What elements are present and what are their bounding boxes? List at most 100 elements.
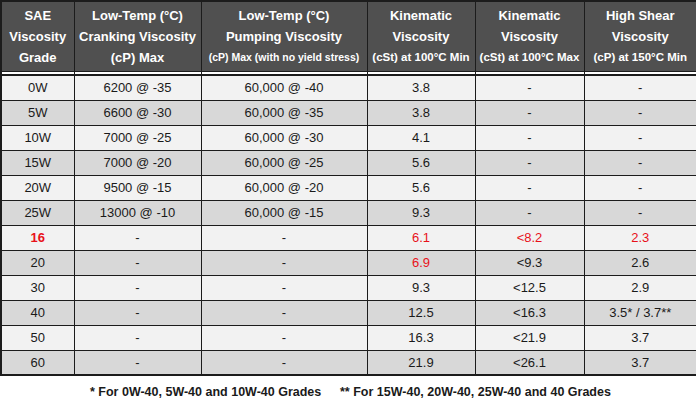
value-cell: 9.3: [367, 200, 475, 225]
grade-cell: 50: [1, 325, 74, 350]
value-cell: 13000 @ -10: [74, 200, 201, 225]
value-cell: 60,000 @ -15: [201, 200, 367, 225]
header-line: Kinematic: [369, 5, 474, 26]
grade-cell: 15W: [1, 150, 74, 175]
value-cell: -: [201, 250, 367, 275]
header-cell: KinematicViscosity(cSt) at 100°C Max: [475, 1, 584, 71]
value-cell: -: [201, 350, 367, 375]
value-cell: -: [584, 200, 696, 225]
header-line: Viscosity: [3, 26, 73, 47]
grade-cell: 40: [1, 300, 74, 325]
value-cell: -: [475, 75, 584, 100]
value-cell: 5.6: [367, 175, 475, 200]
header-line: Kinematic: [477, 5, 583, 26]
value-cell: 60,000 @ -25: [201, 150, 367, 175]
value-cell: 3.8: [367, 100, 475, 125]
header-line: Viscosity: [477, 26, 583, 47]
header-line: Grade: [3, 47, 73, 68]
value-cell: <21.9: [475, 325, 584, 350]
table-row: 16--6.1<8.22.3: [1, 225, 696, 250]
grade-cell: 16: [1, 225, 74, 250]
grade-cell: 5W: [1, 100, 74, 125]
header-line: (cSt) at 100°C Max: [477, 47, 583, 68]
value-cell: <8.2: [475, 225, 584, 250]
footnote-asterisk: * For 0W-40, 5W-40 and 10W-40 Grades: [90, 385, 321, 399]
table-row: 0W6200 @ -3560,000 @ -403.8--: [1, 75, 696, 100]
value-cell: -: [201, 325, 367, 350]
value-cell: <9.3: [475, 250, 584, 275]
value-cell: -: [74, 225, 201, 250]
table-row: 50--16.3<21.93.7: [1, 325, 696, 350]
header-line: Low-Temp (°C): [203, 5, 366, 26]
table-row: 20--6.9<9.32.6: [1, 250, 696, 275]
value-cell: <12.5: [475, 275, 584, 300]
value-cell: <26.1: [475, 350, 584, 375]
value-cell: -: [584, 100, 696, 125]
value-cell: 9500 @ -15: [74, 175, 201, 200]
value-cell: 60,000 @ -30: [201, 125, 367, 150]
value-cell: 3.8: [367, 75, 475, 100]
value-cell: -: [584, 125, 696, 150]
value-cell: -: [74, 325, 201, 350]
header-line: (cP) Max: [76, 47, 200, 68]
header-line: Viscosity: [586, 26, 696, 47]
table-header-row: SAEViscosityGradeLow-Temp (°C)Cranking V…: [1, 1, 696, 71]
value-cell: -: [201, 225, 367, 250]
table-row: 15W7000 @ -2060,000 @ -255.6--: [1, 150, 696, 175]
value-cell: 7000 @ -25: [74, 125, 201, 150]
header-line: Pumping Viscosity: [203, 26, 366, 47]
header-line: SAE: [3, 5, 73, 26]
value-cell: 6200 @ -35: [74, 75, 201, 100]
table-row: 30--9.3<12.52.9: [1, 275, 696, 300]
value-cell: -: [74, 350, 201, 375]
table-row: 10W7000 @ -2560,000 @ -304.1--: [1, 125, 696, 150]
header-cell: Low-Temp (°C)Pumping Viscosity(cP) Max (…: [201, 1, 367, 71]
table-header: SAEViscosityGradeLow-Temp (°C)Cranking V…: [1, 1, 696, 71]
value-cell: 60,000 @ -35: [201, 100, 367, 125]
value-cell: -: [74, 250, 201, 275]
value-cell: <16.3: [475, 300, 584, 325]
footnotes: * For 0W-40, 5W-40 and 10W-40 Grades ** …: [0, 376, 696, 408]
value-cell: 2.6: [584, 250, 696, 275]
grade-cell: 10W: [1, 125, 74, 150]
header-line: (cSt) at 100°C Min: [369, 47, 474, 68]
value-cell: -: [584, 150, 696, 175]
table-row: 5W6600 @ -3060,000 @ -353.8--: [1, 100, 696, 125]
value-cell: -: [201, 275, 367, 300]
value-cell: 60,000 @ -40: [201, 75, 367, 100]
header-cell: SAEViscosityGrade: [1, 1, 74, 71]
value-cell: 5.6: [367, 150, 475, 175]
value-cell: 16.3: [367, 325, 475, 350]
value-cell: -: [201, 300, 367, 325]
value-cell: -: [475, 100, 584, 125]
header-line: (cP) Max (with no yield stress): [203, 47, 366, 68]
header-cell: High ShearViscosity(cP) at 150°C Min: [584, 1, 696, 71]
value-cell: 7000 @ -20: [74, 150, 201, 175]
header-cell: Low-Temp (°C)Cranking Viscosity(cP) Max: [74, 1, 201, 71]
value-cell: 9.3: [367, 275, 475, 300]
header-line: Low-Temp (°C): [76, 5, 200, 26]
value-cell: 12.5: [367, 300, 475, 325]
grade-cell: 0W: [1, 75, 74, 100]
grade-cell: 20W: [1, 175, 74, 200]
value-cell: 60,000 @ -20: [201, 175, 367, 200]
grade-cell: 25W: [1, 200, 74, 225]
value-cell: -: [475, 125, 584, 150]
header-line: Viscosity: [369, 26, 474, 47]
value-cell: 6.9: [367, 250, 475, 275]
grade-cell: 30: [1, 275, 74, 300]
value-cell: 6.1: [367, 225, 475, 250]
value-cell: -: [475, 200, 584, 225]
table-row: 40--12.5<16.33.5* / 3.7**: [1, 300, 696, 325]
value-cell: -: [74, 275, 201, 300]
header-line: (cP) at 150°C Min: [586, 47, 696, 68]
header-cell: KinematicViscosity(cSt) at 100°C Min: [367, 1, 475, 71]
value-cell: -: [584, 175, 696, 200]
value-cell: -: [475, 175, 584, 200]
grade-cell: 20: [1, 250, 74, 275]
header-line: Cranking Viscosity: [76, 26, 200, 47]
header-line: High Shear: [586, 5, 696, 26]
footnote-double-asterisk: ** For 15W-40, 20W-40, 25W-40 and 40 Gra…: [340, 385, 611, 399]
value-cell: 2.9: [584, 275, 696, 300]
value-cell: 3.7: [584, 350, 696, 375]
